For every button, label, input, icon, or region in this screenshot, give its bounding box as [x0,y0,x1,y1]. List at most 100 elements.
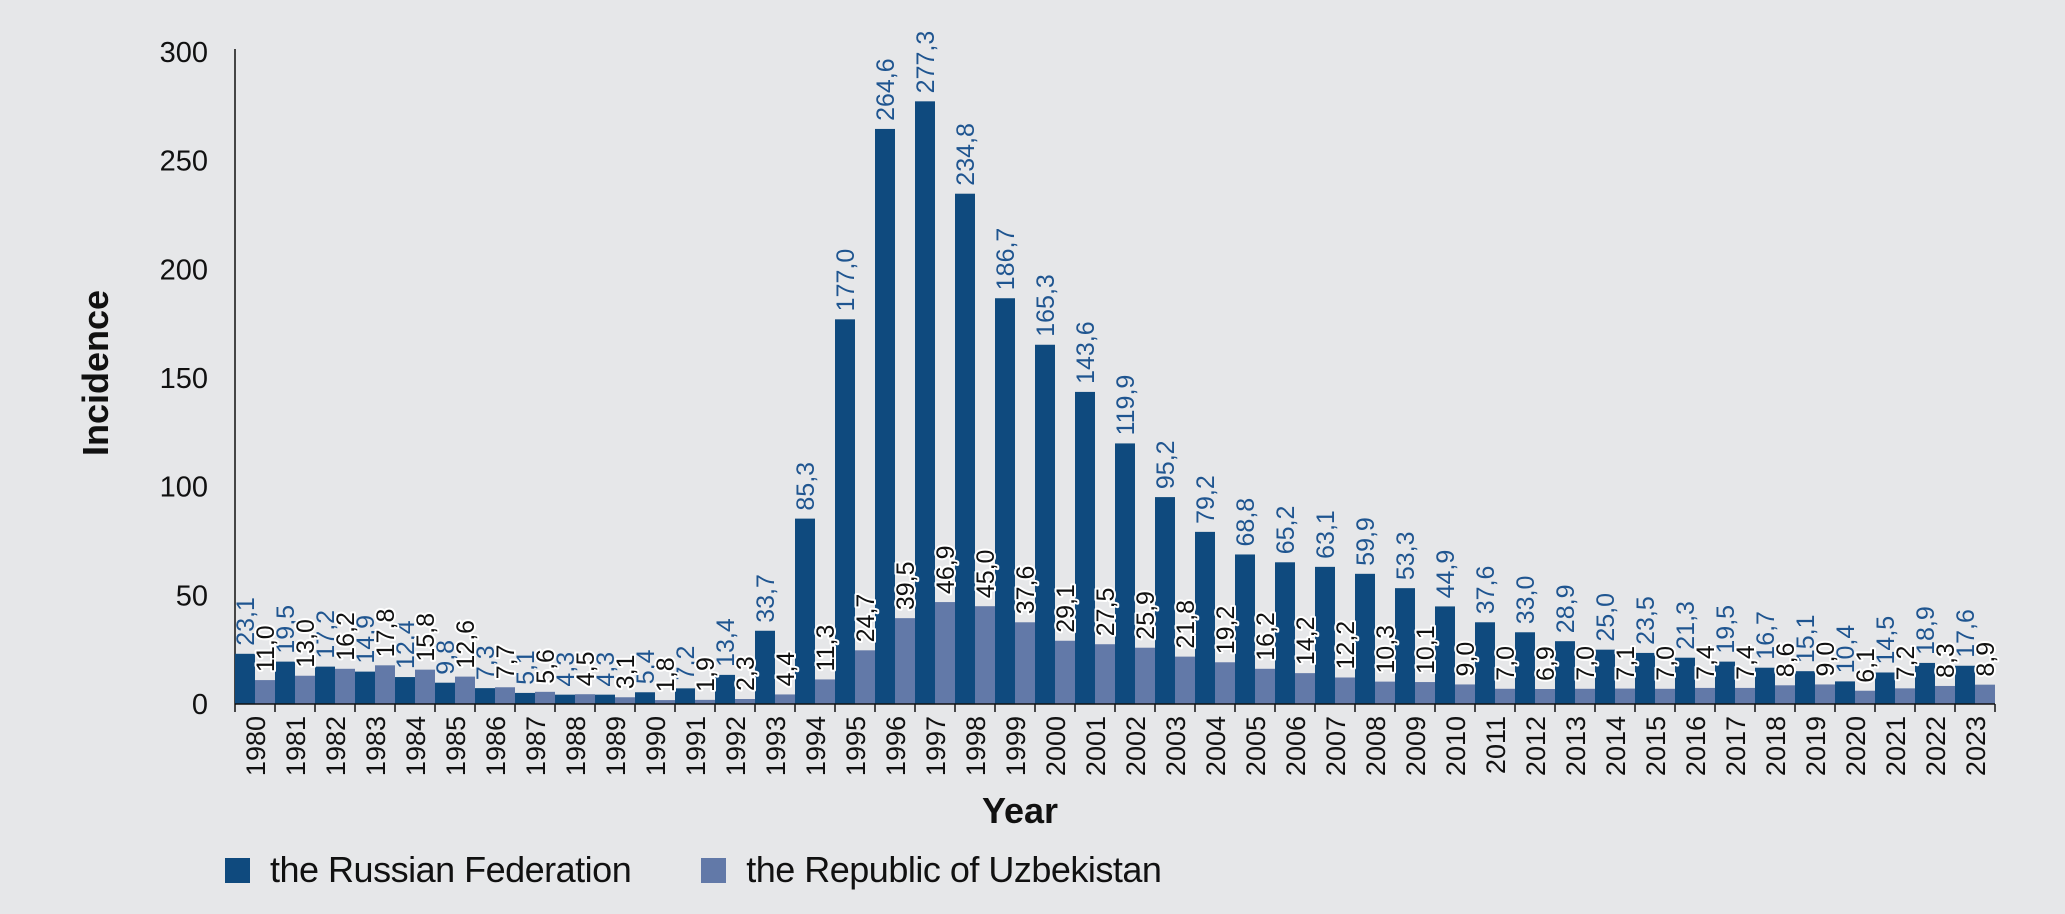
data-label-russia: 165,3 [1032,274,1060,337]
x-tick-label: 2018 [1761,716,1791,776]
x-tick-label: 1992 [721,716,751,776]
bar-russia [1795,671,1815,704]
bar-uzbekistan [1855,690,1875,704]
data-label-russia: 177,0 [832,249,860,312]
data-label-russia: 23,5 [1632,596,1660,645]
data-label-russia: 59,9 [1352,517,1380,566]
bar-uzbekistan [895,618,915,704]
data-label-uzbekistan: 7,4 [1692,645,1720,680]
bar-uzbekistan [455,676,475,704]
x-tick-label: 2007 [1321,716,1351,776]
data-label-uzbekistan: 7,0 [1652,646,1680,681]
bar-russia [755,630,775,704]
legend: the Russian Federation the Republic of U… [225,845,1231,895]
legend-swatch-russia [225,857,250,883]
x-tick-label: 1991 [681,716,711,776]
bar-russia [1915,662,1935,704]
bar-russia [1635,652,1655,704]
bar-russia [1395,588,1415,704]
x-tick-label: 1985 [441,716,471,776]
bar-uzbekistan [295,675,315,704]
bar-uzbekistan [1575,688,1595,704]
bar-uzbekistan [1255,668,1275,704]
x-tick-label: 1986 [481,716,511,776]
data-label-uzbekistan: 7,1 [1612,646,1640,681]
data-label-russia: 17,2 [312,610,340,659]
bar-uzbekistan [1815,684,1835,704]
legend-label-uzbekistan: the Republic of Uzbekistan [746,849,1162,890]
data-label-russia: 5,4 [632,649,660,684]
data-label-uzbekistan: 17,8 [372,609,400,658]
data-label-uzbekistan: 5,6 [532,649,560,684]
data-label-uzbekistan: 11,3 [812,625,840,672]
data-label-russia: 33,0 [1512,576,1540,625]
bar-russia [875,128,895,704]
bar-uzbekistan [495,687,515,704]
data-label-uzbekistan: 10,3 [1372,625,1400,674]
bar-russia [235,653,255,704]
bar-russia [395,677,415,704]
bar-uzbekistan [735,699,755,704]
x-tick-label: 2013 [1561,716,1591,776]
bar-uzbekistan [935,602,955,704]
x-tick-label: 2022 [1921,716,1951,776]
data-label-uzbekistan: 8,3 [1932,643,1960,678]
x-tick-label: 2006 [1281,716,1311,776]
data-label-uzbekistan: 8,6 [1772,643,1800,678]
data-label-russia: 14,9 [352,615,380,664]
x-tick-label: 1987 [521,716,551,776]
y-tick-label: 50 [176,580,208,612]
bar-russia [1115,443,1135,704]
data-label-russia: 95,2 [1152,440,1180,489]
x-tick-label: 2008 [1361,716,1391,776]
data-label-russia: 10,4 [1832,625,1860,674]
data-label-uzbekistan: 25,9 [1132,591,1160,640]
bar-uzbekistan [1615,688,1635,704]
bar-uzbekistan [415,669,435,704]
bar-uzbekistan [1055,640,1075,704]
x-axis: 1980 1981 1982 1983 1984 1985 1986 1987 1988 1989… [234,703,1996,776]
data-label-uzbekistan: 9,0 [1812,642,1840,677]
bar-uzbekistan [1375,681,1395,704]
bar-uzbekistan [255,680,275,704]
data-label-russia: 119,9 [1112,375,1140,436]
data-label-russia: 7,2 [672,646,700,681]
bar-russia [275,661,295,704]
bar-russia [1835,681,1855,704]
bar-uzbekistan [1015,622,1035,704]
data-label-russia: 4,3 [552,652,580,687]
data-label-uzbekistan: 7,4 [1732,645,1760,680]
data-label-russia: 33,7 [752,574,780,623]
data-label-russia: 65,2 [1272,506,1300,555]
data-label-russia: 37,6 [1472,566,1500,615]
data-label-russia: 68,8 [1232,498,1260,547]
data-label-uzbekistan: 1,8 [652,657,680,692]
data-label-russia: 16,7 [1752,611,1780,660]
data-label-uzbekistan: 12,2 [1332,621,1360,670]
data-label-uzbekistan: 27,5 [1092,588,1120,637]
y-tick-label: 300 [160,37,208,69]
x-tick-label: 1999 [1001,716,1031,776]
bar-russia [1475,622,1495,704]
bar-uzbekistan [1935,685,1955,704]
bar-russia [1675,657,1695,704]
data-label-uzbekistan: 1,9 [692,657,720,692]
x-tick-label: 2020 [1841,716,1871,776]
x-tick-label: 1983 [361,716,391,776]
x-tick-label: 2023 [1961,716,1991,776]
data-label-uzbekistan: 39,5 [892,561,920,610]
bar-uzbekistan [1975,684,1995,704]
bar-russia [315,666,335,704]
bar-uzbekistan [1895,688,1915,704]
x-tick-label: 2011 [1481,716,1511,774]
x-tick-label: 1981 [281,716,311,776]
bar-russia [1075,391,1095,704]
x-tick-label: 2015 [1641,716,1671,776]
y-tick-labels: 0 50 100 150 200 250 300 [160,37,208,721]
bar-russia [1875,672,1895,704]
data-label-russia: 23,1 [232,597,260,646]
x-tick-label: 1996 [881,716,911,776]
data-label-russia: 21,3 [1672,601,1700,650]
bar-russia [1035,344,1055,704]
